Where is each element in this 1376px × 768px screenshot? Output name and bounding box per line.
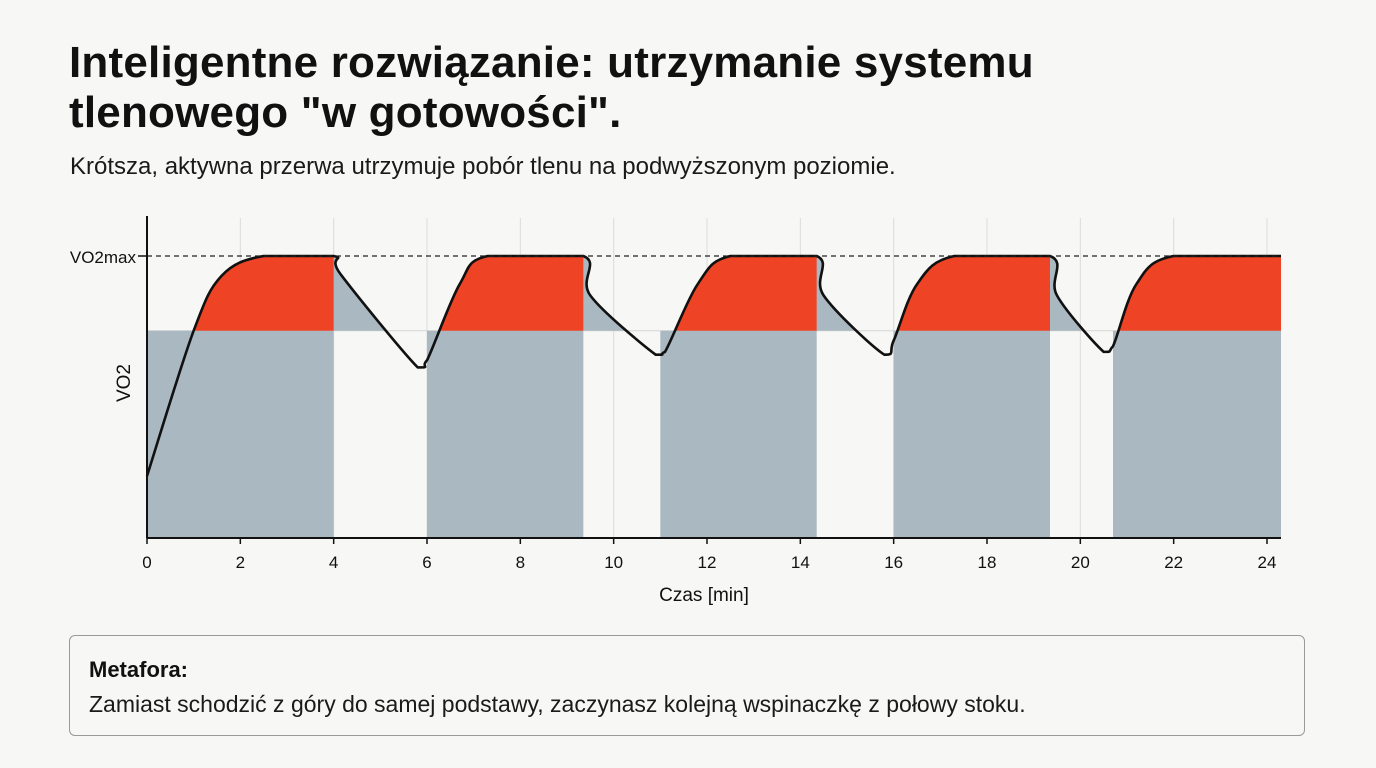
y-axis-label: VO2 [114, 364, 135, 402]
above-threshold-areas [147, 255, 1281, 331]
metaphor-title: Metafora: [89, 657, 189, 682]
metaphor-text: Zamiast schodzić z góry do samej podstaw… [89, 691, 1026, 717]
vo2-curve [145, 254, 1281, 477]
x-tick-label: 14 [791, 553, 810, 572]
x-tick-label: 18 [978, 553, 997, 572]
work-interval-block [427, 330, 584, 538]
x-tick-label: 20 [1071, 553, 1090, 572]
curve-layer [145, 254, 1281, 477]
x-tick-label: 24 [1258, 553, 1277, 572]
x-tick-label: 0 [142, 553, 151, 572]
work-interval-block [147, 330, 334, 538]
x-tick-label: 2 [236, 553, 245, 572]
x-tick-label: 4 [329, 553, 338, 572]
page-subtitle: Krótsza, aktywna przerwa utrzymuje pobór… [70, 153, 896, 180]
vo2-chart: 0 2 4 6 8 10 12 14 16 18 20 22 24 Czas [min] VO2 VO2… [70, 216, 1281, 606]
x-tick-label: 8 [516, 553, 525, 572]
page-title: Inteligentne rozwiązanie: utrzymanie sys… [69, 38, 1034, 137]
x-tick-label: 12 [698, 553, 717, 572]
work-interval-block [1113, 330, 1281, 538]
work-interval-block [660, 330, 817, 538]
metaphor-box: Metafora: Zamiast schodzić z góry do sam… [69, 635, 1305, 736]
x-tick-label: 10 [604, 553, 623, 572]
work-interval-block [893, 330, 1050, 538]
x-tick-label: 22 [1164, 553, 1183, 572]
x-tick-label: 16 [884, 553, 903, 572]
x-tick-label: 6 [422, 553, 431, 572]
x-axis-label: Czas [min] [659, 585, 749, 606]
high-intensity-area [147, 255, 1281, 331]
vo2max-label: VO2max [70, 248, 137, 267]
axis-layer: 0 2 4 6 8 10 12 14 16 18 20 22 24 [138, 216, 1281, 572]
